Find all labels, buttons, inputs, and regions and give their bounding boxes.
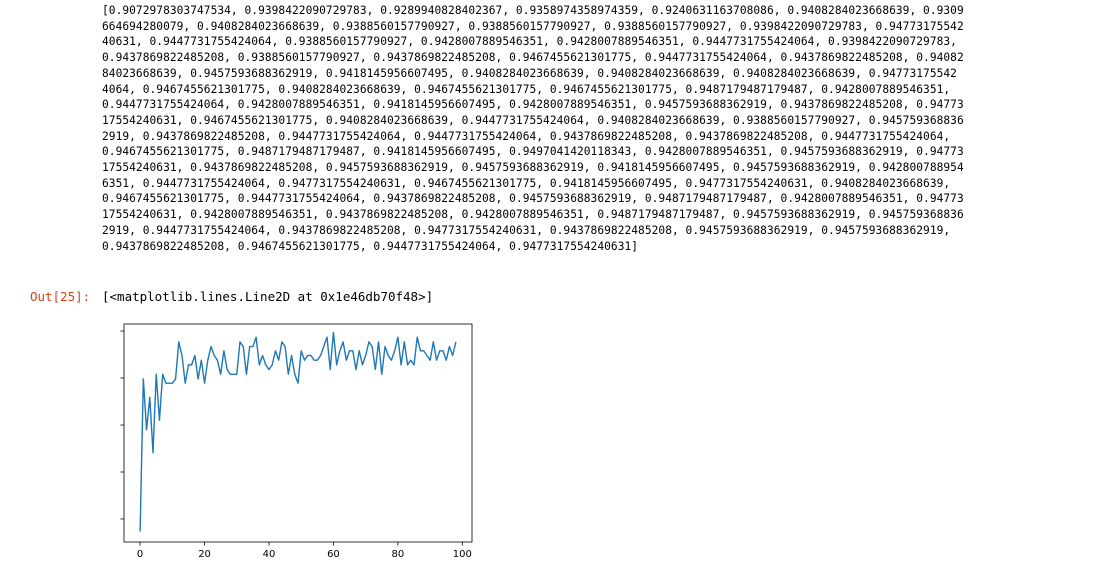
output-line: 4064, 0.9467455621301775, 0.940828402366… <box>102 82 951 96</box>
x-tick-label: 80 <box>392 549 405 560</box>
line-chart: 0.910.920.930.940.95020406080100 <box>120 323 473 560</box>
output-line: 2919, 0.9437869822485208, 0.944773175542… <box>102 129 951 143</box>
output-line: 17554240631, 0.9428007889546351, 0.94378… <box>102 208 964 222</box>
output-line: 84023668639, 0.9457593688362919, 0.94181… <box>102 66 957 80</box>
output-line: 17554240631, 0.9437869822485208, 0.94575… <box>102 161 964 175</box>
output-line: 2919, 0.9447731755424064, 0.943786982248… <box>102 223 951 237</box>
output-line: 17554240631, 0.9467455621301775, 0.94082… <box>102 113 964 127</box>
x-tick-label: 60 <box>327 549 340 560</box>
x-tick-label: 40 <box>263 549 276 560</box>
output-line: 664694280079, 0.9408284023668639, 0.9388… <box>102 19 964 33</box>
output-line: 6351, 0.9447731755424064, 0.947731755424… <box>102 176 951 190</box>
output-line: 0.9467455621301775, 0.9487179487179487, … <box>102 145 964 159</box>
x-tick-label: 20 <box>198 549 211 560</box>
cell-output-text: [0.9072978303747534, 0.9398422090729783,… <box>102 3 1092 254</box>
output-line: [0.9072978303747534, 0.9398422090729783,… <box>102 4 964 17</box>
output-line: 40631, 0.9447731755424064, 0.93885601577… <box>102 35 957 49</box>
plot-frame <box>123 323 473 543</box>
output-line: 0.9437869822485208, 0.9467455621301775, … <box>102 239 639 253</box>
out-prompt: Out[25]: <box>30 289 91 304</box>
output-repr: [<matplotlib.lines.Line2D at 0x1e46db70f… <box>102 289 434 304</box>
output-line: 0.9447731755424064, 0.9428007889546351, … <box>102 98 964 112</box>
x-tick-label: 0 <box>137 549 143 560</box>
output-line: 0.9467455621301775, 0.9447731755424064, … <box>102 192 964 206</box>
x-tick-label: 100 <box>453 549 472 560</box>
series-line <box>139 331 457 532</box>
output-line: 0.9437869822485208, 0.9388560157790927, … <box>102 51 964 65</box>
